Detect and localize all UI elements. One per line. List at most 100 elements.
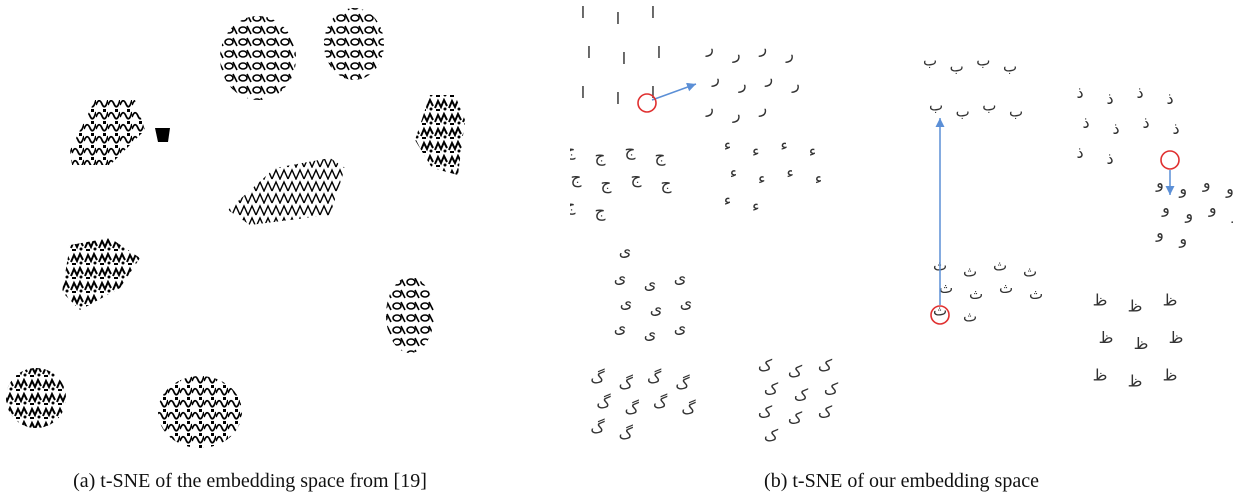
glyph-theh: ث (999, 279, 1013, 297)
glyph-zal: ذ (1142, 113, 1149, 132)
glyph-gaf: گ (590, 418, 605, 437)
glyph-gaf: گ (653, 393, 668, 412)
glyph-yeh: ی (644, 324, 657, 343)
glyph-zah: ظ (1163, 366, 1178, 385)
glyph-hamza: ء (786, 163, 794, 182)
glyph-yeh: ی (674, 318, 687, 337)
glyph-kaf: ک (764, 426, 779, 445)
glyph-gaf: گ (681, 399, 696, 418)
glyph-alef: ا (622, 49, 626, 68)
glyph-kaf: ک (758, 403, 773, 422)
panel-b-tsne-ours: ااااااااارررررررررررججججججججججءءءءءءءءءء… (565, 0, 1233, 460)
glyph-theh: ث (969, 285, 983, 303)
glyph-alef: ا (587, 43, 591, 62)
glyph-lam: ر (732, 44, 741, 64)
glyph-yeh: ی (680, 293, 693, 312)
glyph-gaf: گ (625, 399, 640, 418)
glyph-yeh: ی (614, 268, 627, 287)
glyph-zal: ذ (1112, 119, 1119, 138)
glyph-kaf: ک (788, 362, 803, 381)
glyph-lam: ر (758, 38, 767, 58)
panel-a-plot (6, 8, 465, 448)
glyph-zah: ظ (1128, 372, 1143, 391)
glyph-yeh-solo: ی (619, 241, 632, 260)
glyph-hamza: ء (809, 142, 817, 161)
glyph-jeem: ج (571, 168, 582, 188)
glyph-beh: ب (982, 97, 996, 115)
cluster-alef: ا ا ا ا ا ا ا ا ا (581, 3, 661, 108)
cluster-lam: ر ر ر رر ر ر رر ر ر (705, 38, 800, 124)
glyph-alef: ا (651, 83, 655, 102)
arrow-alef-to-lam (651, 82, 697, 101)
blob-a2 (324, 8, 384, 80)
panel-a-tsne-baseline (0, 0, 500, 460)
glyph-beh: ب (1009, 103, 1023, 121)
glyph-lam: ر (705, 38, 714, 58)
glyph-theh: ث (1023, 263, 1037, 281)
glyph-jeem: ج (601, 174, 612, 194)
glyph-gaf: گ (619, 424, 634, 443)
cluster-beh: ب ب ب بب ب ب ب (923, 52, 1023, 121)
glyph-zah: ظ (1134, 334, 1149, 353)
glyph-yeh: ی (674, 268, 687, 287)
glyph-hamza: ء (730, 163, 738, 182)
cluster-yeh-solo: ی (619, 241, 632, 260)
glyph-kaf: ک (818, 356, 833, 375)
glyph-vav: و (1202, 173, 1211, 193)
glyph-vav: و (1231, 204, 1233, 224)
glyph-hamza: ء (752, 197, 760, 216)
glyph-alef: ا (616, 9, 620, 28)
glyph-zal: ذ (1172, 119, 1179, 138)
glyph-zal: ذ (1106, 89, 1113, 108)
glyph-zal: ذ (1076, 83, 1083, 102)
glyph-gaf: گ (647, 368, 662, 387)
glyph-lam: ر (732, 104, 741, 124)
glyph-zah: ظ (1169, 328, 1184, 347)
glyph-kaf: ک (788, 409, 803, 428)
blob-a4 (155, 128, 170, 142)
glyph-vav: و (1225, 179, 1233, 199)
cluster-gaf: گ گ گ گگ گ گ گگ گ (590, 368, 696, 443)
glyph-beh: ب (950, 58, 964, 76)
glyph-theh: ث (1029, 285, 1043, 303)
blob-a8 (386, 277, 434, 353)
caption-b: (b) t-SNE of our embedding space (764, 470, 1039, 492)
glyph-jeem: ج (595, 147, 606, 167)
glyph-yeh: ی (620, 293, 633, 312)
glyph-beh: ب (923, 52, 937, 70)
highlight-circle-theh (930, 305, 950, 325)
blob-a9 (6, 368, 66, 428)
glyph-jeem: ج (631, 168, 642, 188)
glyph-vav: و (1155, 223, 1164, 243)
glyph-jeem: ج (661, 174, 672, 194)
glyph-layer: ااااااااارررررررررررججججججججججءءءءءءءءءء… (565, 3, 1233, 445)
glyph-lam: ر (711, 68, 720, 88)
glyph-hamza: ء (724, 191, 732, 210)
glyph-lam: ر (705, 98, 714, 118)
glyph-vav: و (1178, 229, 1187, 249)
glyph-theh: ث (939, 279, 953, 297)
cluster-kaf: ک ک کک ک کک ک کک (758, 356, 839, 445)
glyph-jeem: ج (595, 202, 606, 222)
glyph-kaf: ک (764, 379, 779, 398)
glyph-alef: ا (581, 3, 585, 22)
glyph-jeem: ج (570, 141, 576, 161)
glyph-lam: ر (738, 74, 747, 94)
glyph-hamza: ء (815, 169, 823, 188)
glyph-lam: ر (791, 74, 800, 94)
glyph-zah: ظ (1163, 291, 1178, 310)
glyph-zah: ظ (1093, 291, 1108, 310)
caption-a: (a) t-SNE of the embedding space from [1… (73, 470, 427, 492)
glyph-hamza: ء (758, 169, 766, 188)
cluster-vav: وووووووووو (1155, 173, 1233, 249)
glyph-zal: ذ (1082, 113, 1089, 132)
glyph-kaf: ک (758, 356, 773, 375)
cluster-yeh: ی ی یی ی یی ی ی (614, 268, 693, 343)
glyph-vav: و (1208, 198, 1217, 218)
glyph-gaf: گ (590, 368, 605, 387)
glyph-yeh: ی (614, 318, 627, 337)
glyph-alef: ا (616, 89, 620, 108)
glyph-beh: ب (1003, 58, 1017, 76)
glyph-gaf: گ (596, 393, 611, 412)
blob-a7 (62, 238, 140, 310)
